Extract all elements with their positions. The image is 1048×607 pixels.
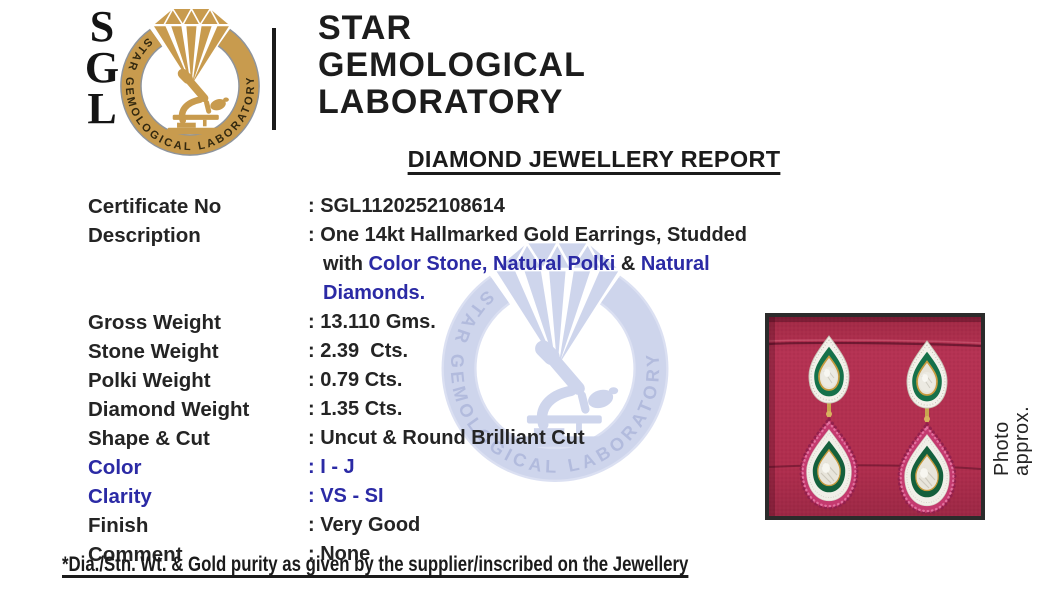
field-label-clarity: Clarity <box>88 485 152 508</box>
field-value-shape-cut: : Uncut & Round Brilliant Cut <box>308 424 585 453</box>
field-label-description: Description <box>88 224 201 247</box>
field-label-certificate-no: Certificate No <box>88 195 222 218</box>
field-row-certificate-no: Certificate No : SGL1120252108614 <box>88 192 758 221</box>
value-text: : None <box>308 543 371 565</box>
field-label-diamond-weight: Diamond Weight <box>88 398 250 421</box>
field-value-diamond-weight: : 1.35 Cts. <box>308 395 402 424</box>
value-text: : One 14kt Hallmarked Gold Earrings, Stu… <box>308 224 747 246</box>
photo-caption: Photo approx. <box>991 405 1033 476</box>
lab-name-line1: STAR <box>318 9 413 47</box>
value-text: with <box>323 253 369 275</box>
jewellery-photo <box>765 313 985 520</box>
monogram-letter: L <box>87 84 117 133</box>
field-value-gross-weight: : 13.110 Gms. <box>308 308 436 337</box>
value-text: : Uncut & Round Brilliant Cut <box>308 427 585 449</box>
value-text-blue: Natural Diamonds. <box>323 253 716 304</box>
field-value-certificate-no: : SGL1120252108614 <box>308 192 505 221</box>
field-value-clarity: : VS - SI <box>308 482 384 511</box>
field-label-gross-weight: Gross Weight <box>88 311 221 334</box>
field-row-shape-cut: Shape & Cut : Uncut & Round Brilliant Cut <box>88 424 758 453</box>
value-text: : Very Good <box>308 514 421 536</box>
field-label-finish: Finish <box>88 514 149 537</box>
field-row-polki-weight: Polki Weight : 0.79 Cts. <box>88 366 758 395</box>
field-value-polki-weight: : 0.79 Cts. <box>308 366 402 395</box>
field-value-description: : One 14kt Hallmarked Gold Earrings, Stu… <box>308 221 758 308</box>
field-value-line: with Color Stone, Natural Polki & Natura… <box>308 250 758 308</box>
field-value-finish: : Very Good <box>308 511 420 540</box>
field-row-diamond-weight: Diamond Weight : 1.35 Cts. <box>88 395 758 424</box>
field-value-line: : One 14kt Hallmarked Gold Earrings, Stu… <box>308 221 758 250</box>
field-value-comment: : None <box>308 540 370 569</box>
field-label-polki-weight: Polki Weight <box>88 369 211 392</box>
field-label-shape-cut: Shape & Cut <box>88 427 210 450</box>
value-text-blue: Color Stone, <box>368 253 488 275</box>
field-row-comment: Comment : None <box>88 540 758 569</box>
value-text: : 13.110 Gms. <box>308 311 436 333</box>
monogram-letter: G <box>84 43 120 92</box>
value-text: : 0.79 Cts. <box>308 369 403 391</box>
lab-logo: STAR GEMOLOGICAL LABORATORY <box>118 3 262 156</box>
value-text: : 1.35 Cts. <box>308 398 403 420</box>
field-value-line: : 1.35 Cts. <box>308 395 402 424</box>
field-label-color: Color <box>88 456 142 479</box>
value-text: : SGL1120252108614 <box>308 195 505 217</box>
field-value-color: : I - J <box>308 453 355 482</box>
value-text: & <box>615 253 641 275</box>
field-value-line: : 0.79 Cts. <box>308 366 402 395</box>
value-text-blue: : I - J <box>308 456 355 478</box>
field-row-clarity: Clarity : VS - SI <box>88 482 758 511</box>
field-value-line: : I - J <box>308 453 355 482</box>
field-value-line: : None <box>308 540 370 569</box>
report-title: DIAMOND JEWELLERY REPORT <box>407 146 781 172</box>
monogram-letter: S <box>89 2 115 51</box>
field-value-line: : 13.110 Gms. <box>308 308 436 337</box>
field-value-stone-weight: : 2.39 Cts. <box>308 337 408 366</box>
certificate-fields: Certificate No : SGL1120252108614 Descript… <box>88 192 758 569</box>
lab-name: STAR GEMOLOGICAL LABORATORY <box>318 10 586 121</box>
value-text-blue: : VS - SI <box>308 485 384 507</box>
field-value-line: : VS - SI <box>308 482 384 511</box>
lab-name-line3: LABORATORY <box>318 83 564 121</box>
field-row-color: Color : I - J <box>88 453 758 482</box>
field-row-finish: Finish : Very Good <box>88 511 758 540</box>
field-row-gross-weight: Gross Weight : 13.110 Gms. <box>88 308 758 337</box>
field-value-line: : 2.39 Cts. <box>308 337 408 366</box>
watermark-logo: STAR GEMOLOGICAL LABORATORY <box>438 234 672 482</box>
field-value-line: : Uncut & Round Brilliant Cut <box>308 424 585 453</box>
value-text-blue: Natural Polki <box>493 253 616 275</box>
footer-disclaimer: *Dia./Stn. Wt. & Gold purity as given by… <box>62 553 689 576</box>
field-label-stone-weight: Stone Weight <box>88 340 219 363</box>
header-divider <box>272 28 276 130</box>
field-value-line: : Very Good <box>308 511 420 540</box>
field-value-line: : SGL1120252108614 <box>308 192 505 221</box>
lab-name-line2: GEMOLOGICAL <box>318 46 586 84</box>
field-label-comment: Comment <box>88 543 183 566</box>
field-row-stone-weight: Stone Weight : 2.39 Cts. <box>88 337 758 366</box>
earrings-illustration <box>769 317 981 516</box>
field-row-description: Description : One 14kt Hallmarked Gold Ea… <box>88 221 758 308</box>
value-text: : 2.39 Cts. <box>308 340 409 362</box>
